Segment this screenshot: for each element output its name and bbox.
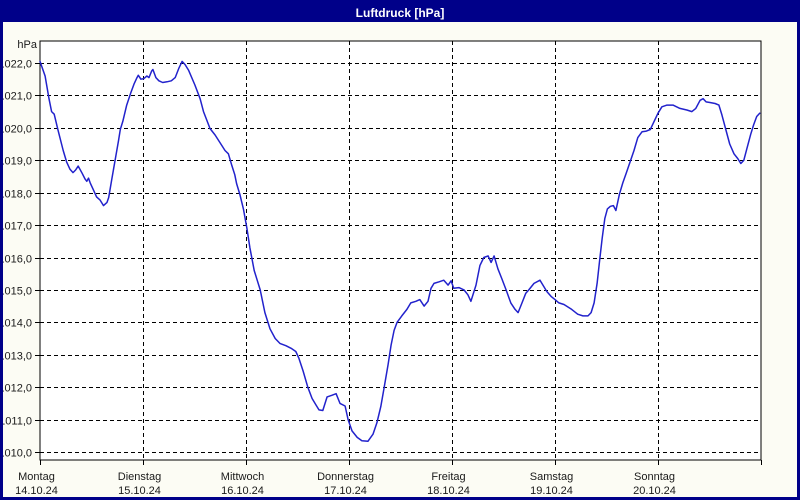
day-date-label: 15.10.24: [118, 485, 161, 497]
y-tick-label: 1014,0: [3, 318, 32, 330]
x-axis-labels: Montag 14.10.24 Dienstag 15.10.24 Mittwoch 16…: [15, 471, 676, 497]
day-date-label: 16.10.24: [221, 485, 264, 497]
day-name-label: Sonntag: [634, 471, 675, 483]
gridlines: [40, 41, 761, 460]
day-name-label: Dienstag: [118, 471, 161, 483]
day-date-label: 20.10.24: [633, 485, 676, 497]
axis-ticks: [35, 63, 762, 465]
day-date-label: 17.10.24: [324, 485, 367, 497]
pressure-line: [39, 60, 761, 443]
pressure-chart: hPa 1022,0 1021,0 1020,0 1019,0 1018,0 1017,0 1…: [3, 39, 762, 497]
y-tick-label: 1021,0: [3, 91, 32, 103]
y-tick-label: 1017,0: [3, 221, 32, 233]
day-name-label: Freitag: [431, 471, 465, 483]
y-tick-label: 1012,0: [3, 383, 32, 395]
y-axis-labels: hPa 1022,0 1021,0 1020,0 1019,0 1018,0 1017,0 1…: [3, 39, 38, 460]
y-tick-label: 1015,0: [3, 286, 32, 298]
titlebar: Luftdruck [hPa]: [3, 3, 797, 22]
day-date-label: 18.10.24: [427, 485, 470, 497]
day-date-label: 14.10.24: [15, 485, 58, 497]
y-tick-label: 1022,0: [3, 59, 32, 71]
chart-title: Luftdruck [hPa]: [355, 5, 445, 20]
y-tick-label: 1018,0: [3, 189, 32, 201]
day-name-label: Samstag: [530, 471, 573, 483]
y-tick-label: 1020,0: [3, 124, 32, 136]
day-name-label: Montag: [18, 471, 55, 483]
y-axis-unit-label: hPa: [17, 39, 37, 51]
y-tick-label: 1013,0: [3, 351, 32, 363]
day-name-label: Donnerstag: [317, 471, 374, 483]
y-tick-label: 1011,0: [3, 416, 32, 428]
y-tick-label: 1019,0: [3, 156, 32, 168]
day-date-label: 19.10.24: [530, 485, 573, 497]
y-tick-label: 1016,0: [3, 254, 32, 266]
plot-frame: [39, 40, 762, 461]
day-name-label: Mittwoch: [221, 471, 264, 483]
y-tick-label: 1010,0: [3, 448, 32, 460]
